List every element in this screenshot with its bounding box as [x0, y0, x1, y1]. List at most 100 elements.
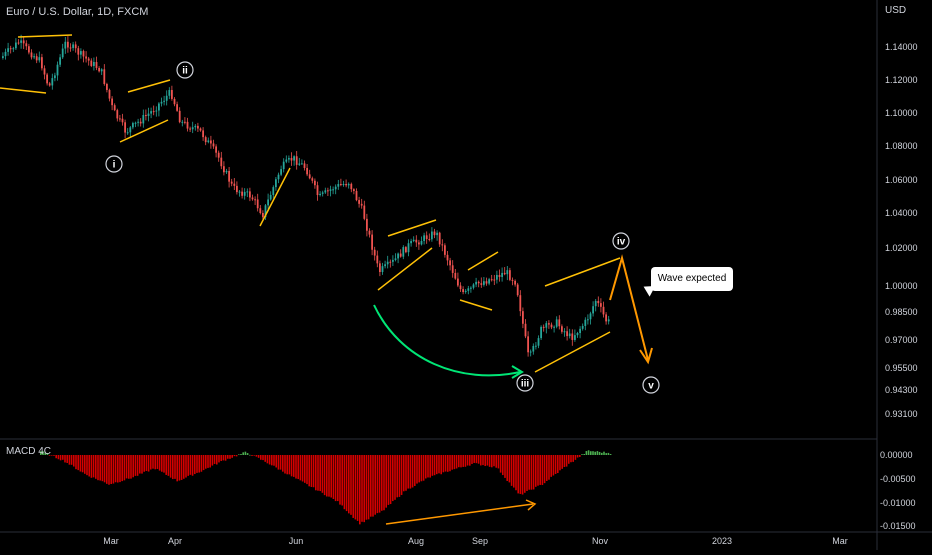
macd-bar: [493, 455, 495, 467]
wave-label: iv: [617, 237, 626, 248]
macd-bar: [348, 455, 350, 514]
candle-body: [345, 183, 347, 186]
candle: [98, 66, 100, 73]
wedge-line: [459, 299, 493, 311]
candle: [220, 151, 223, 170]
macd-bar: [462, 455, 464, 467]
macd-bar: [438, 455, 440, 474]
candle: [519, 290, 522, 317]
candle-body: [262, 213, 264, 218]
currency-label: USD: [885, 5, 907, 16]
candle: [355, 188, 358, 202]
macd-bar: [264, 455, 266, 462]
candle: [46, 72, 48, 86]
candle: [95, 56, 98, 71]
candle: [28, 43, 30, 55]
macd-bar: [504, 455, 506, 478]
candle: [230, 178, 233, 187]
candle-body: [249, 191, 251, 198]
candle-body: [12, 48, 15, 50]
candle: [277, 172, 280, 184]
candle: [251, 194, 254, 201]
macd-bar: [185, 455, 187, 478]
candle-body: [61, 48, 64, 58]
macd-bar: [513, 455, 515, 488]
candle-body: [113, 105, 116, 111]
candle-body: [4, 51, 7, 57]
macd-bar: [411, 455, 414, 488]
candle-body: [303, 163, 306, 168]
candle: [43, 65, 46, 80]
macd-bar: [603, 451, 605, 455]
candle: [48, 81, 51, 87]
candle-body: [496, 274, 498, 280]
macd-bar: [262, 455, 264, 461]
wedge-line: [127, 79, 171, 93]
macd-bar: [64, 455, 66, 463]
candle: [202, 127, 204, 141]
candle: [340, 178, 342, 187]
candle: [207, 137, 210, 144]
macd-bar: [458, 455, 460, 468]
candle: [485, 277, 488, 286]
candle: [204, 135, 207, 146]
candle-body: [587, 319, 589, 321]
macd-bar: [539, 455, 541, 485]
candle: [51, 73, 54, 90]
candle: [548, 320, 550, 329]
macd-bar: [392, 455, 394, 502]
candle-body: [228, 170, 230, 182]
candle: [87, 56, 90, 66]
macd-bar: [581, 454, 583, 455]
candle: [9, 45, 12, 54]
candle-body: [607, 319, 610, 322]
candle-body: [436, 232, 438, 236]
candle: [163, 95, 165, 106]
candle-body: [46, 74, 48, 84]
macd-bar: [517, 455, 519, 494]
macd-bar: [84, 455, 86, 474]
macd-bar: [363, 455, 365, 523]
time-tick-label: Aug: [408, 536, 424, 546]
candle-body: [441, 244, 444, 246]
macd-bar: [178, 455, 181, 481]
candle-body: [522, 311, 524, 324]
candle: [139, 118, 142, 127]
candle-body: [415, 239, 418, 243]
macd-bar: [315, 455, 317, 491]
candle: [415, 235, 418, 247]
candle-body: [454, 272, 457, 279]
candle: [241, 187, 243, 199]
price-tick-label: 0.94300: [885, 385, 918, 395]
macd-bar: [436, 455, 438, 475]
candle: [467, 285, 470, 295]
candle: [7, 42, 9, 56]
macd-bar: [218, 455, 220, 463]
candle-body: [360, 203, 363, 206]
candle-body: [571, 333, 574, 340]
macd-bar: [359, 455, 361, 525]
candle: [295, 151, 298, 170]
candle: [332, 186, 334, 195]
candle-body: [316, 185, 319, 196]
candle: [160, 97, 163, 107]
candle-body: [178, 110, 181, 123]
candle-body: [197, 125, 199, 129]
macd-bar: [565, 455, 568, 467]
macd-bar: [532, 455, 535, 490]
candle: [459, 282, 462, 292]
candle: [155, 106, 158, 117]
candle-body: [171, 90, 173, 99]
macd-bar: [552, 455, 555, 476]
macd-tick-label: 0.00000: [880, 450, 913, 460]
candle: [353, 188, 355, 195]
candle-body: [480, 283, 483, 285]
candle-body: [477, 281, 480, 284]
time-tick-label: 2023: [712, 536, 732, 546]
macd-bar: [442, 455, 445, 473]
candle: [282, 158, 285, 173]
macd-bar: [53, 455, 55, 456]
price-tick-label: 1.06000: [885, 175, 918, 185]
candle: [303, 160, 306, 171]
